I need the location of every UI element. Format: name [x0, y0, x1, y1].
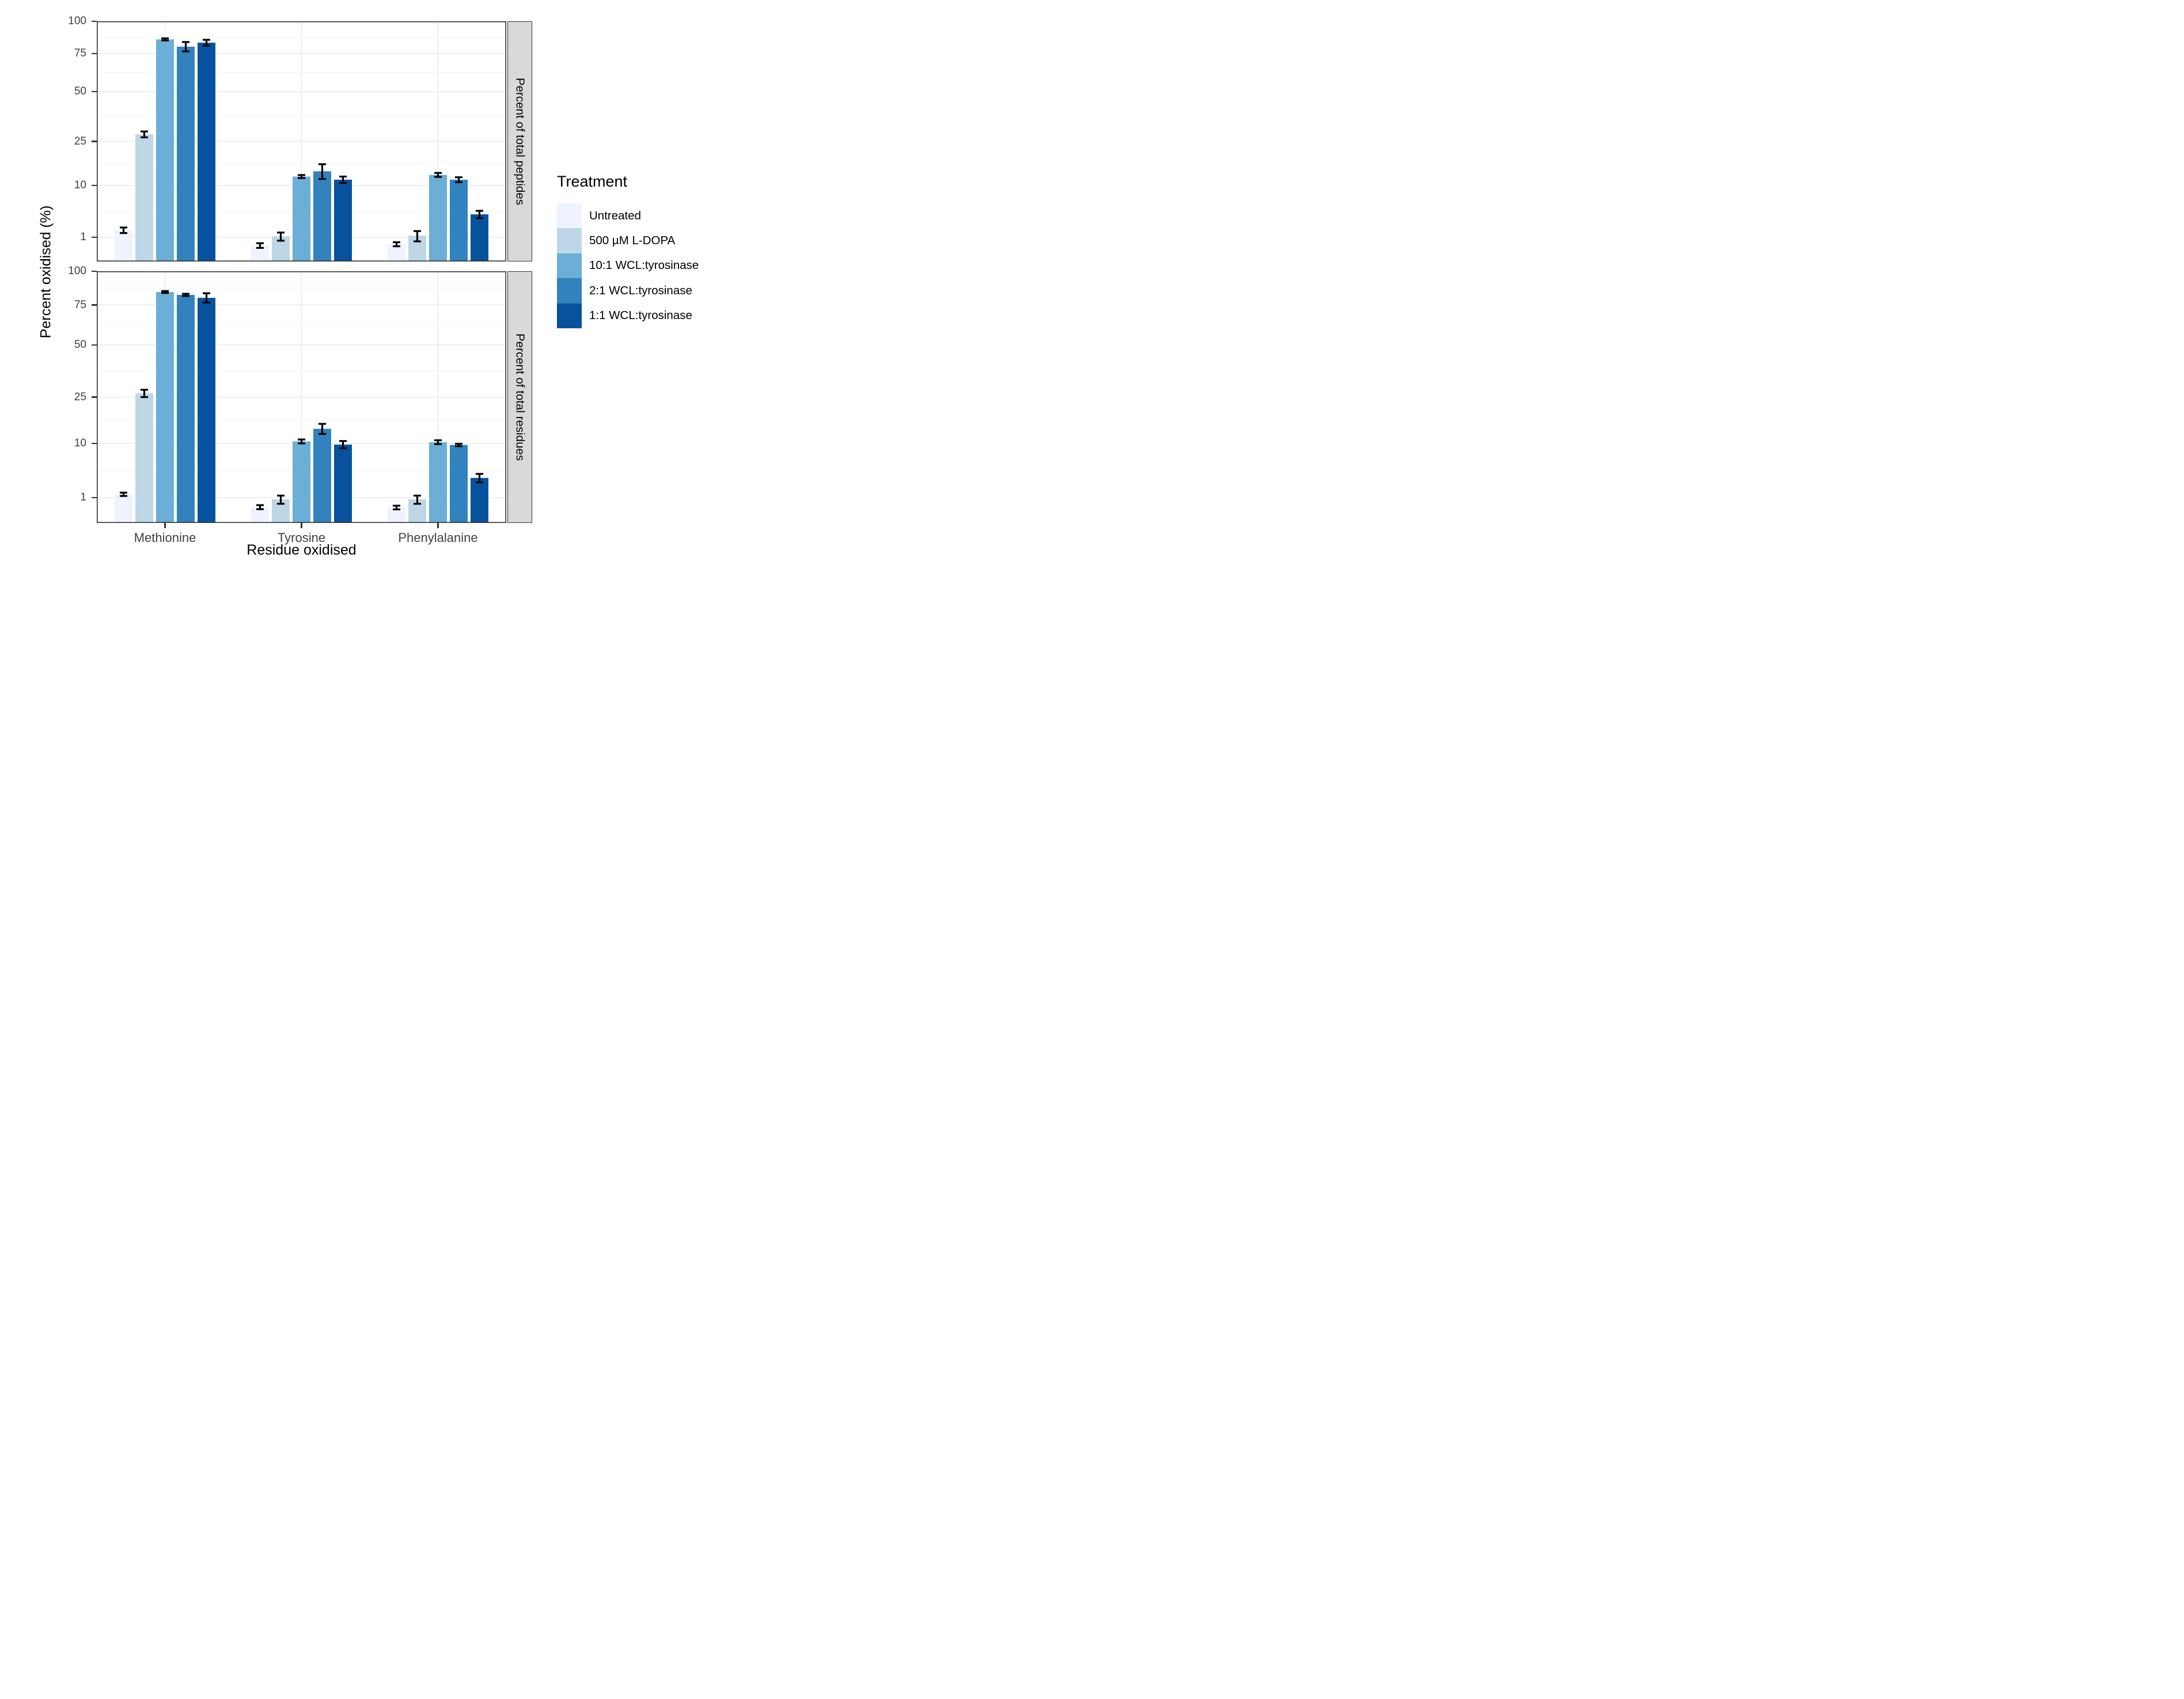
facet-strip-peptides: Percent of total peptides	[507, 21, 532, 261]
y-tick-label: 50	[74, 85, 86, 98]
y-tick-label: 10	[74, 437, 86, 449]
x-tick-mark	[301, 523, 302, 528]
bar	[293, 441, 310, 523]
bar	[177, 295, 195, 523]
bar	[135, 134, 153, 261]
x-tick-mark	[437, 523, 439, 528]
legend-swatch-2-1	[557, 278, 582, 304]
x-tick-label: Methionine	[134, 530, 196, 545]
x-axis-title: Residue oxidised	[247, 542, 357, 558]
x-tick-mark	[164, 523, 166, 528]
y-tick-label: 1	[80, 491, 86, 504]
panel-peptides	[97, 21, 506, 261]
bar	[156, 292, 174, 523]
y-tick-label: 100	[68, 265, 86, 277]
bar	[429, 442, 447, 523]
legend-item: Untreated	[557, 203, 699, 229]
bar	[334, 444, 352, 523]
y-tick-label: 75	[74, 47, 86, 59]
bar	[450, 179, 468, 261]
panel-border	[97, 21, 506, 261]
y-tick-mark	[92, 91, 97, 93]
legend-label: 10:1 WCL:tyrosinase	[589, 259, 699, 272]
y-tick-mark	[92, 52, 97, 54]
legend-swatch-ldopa	[557, 228, 582, 253]
facet-strip-residues: Percent of total residues	[507, 271, 532, 523]
bar	[450, 445, 468, 523]
y-tick-mark	[92, 141, 97, 142]
legend-item: 500 µM L-DOPA	[557, 228, 699, 253]
y-tick-mark	[92, 20, 97, 22]
panel-residues	[97, 271, 506, 523]
bar	[471, 214, 488, 261]
bar	[293, 176, 310, 261]
y-tick-mark	[92, 497, 97, 499]
x-tick-label: Tyrosine	[277, 530, 326, 545]
y-tick-mark	[92, 396, 97, 398]
y-tick-label: 75	[74, 298, 86, 311]
y-tick-mark	[92, 442, 97, 444]
bar	[313, 171, 331, 261]
bar	[135, 393, 153, 523]
legend-label: 500 µM L-DOPA	[589, 234, 676, 248]
y-tick-mark	[92, 185, 97, 187]
legend-swatch-1-1	[557, 303, 582, 328]
bar	[471, 477, 488, 523]
legend-swatch-untreated	[557, 203, 582, 229]
y-tick-mark	[92, 344, 97, 346]
bar	[115, 230, 132, 261]
legend-label: 2:1 WCL:tyrosinase	[589, 283, 692, 297]
legend: Treatment Untreated 500 µM L-DOPA 10:1 W…	[557, 173, 699, 328]
faceted-bar-chart: Percent oxidised (%) Residue oxidised Pe…	[0, 0, 728, 566]
legend-label: 1:1 WCL:tyrosinase	[589, 309, 692, 323]
legend-item: 1:1 WCL:tyrosinase	[557, 303, 699, 328]
facet-strip-label: Percent of total residues	[513, 333, 527, 461]
legend-swatch-10-1	[557, 253, 582, 279]
legend-label: Untreated	[589, 208, 642, 222]
bar	[177, 47, 195, 261]
bar	[115, 494, 132, 523]
legend-item: 10:1 WCL:tyrosinase	[557, 253, 699, 279]
facet-strip-label: Percent of total peptides	[513, 77, 527, 206]
y-tick-mark	[92, 270, 97, 272]
legend-title: Treatment	[557, 173, 628, 190]
bar	[313, 428, 331, 523]
bar	[156, 39, 174, 261]
y-tick-label: 1	[80, 231, 86, 244]
y-tick-mark	[92, 304, 97, 306]
y-tick-label: 25	[74, 135, 86, 147]
bar	[334, 179, 352, 261]
y-tick-mark	[92, 237, 97, 238]
y-tick-label: 10	[74, 179, 86, 192]
legend-item: 2:1 WCL:tyrosinase	[557, 278, 699, 304]
panel-border	[97, 271, 506, 523]
y-tick-label: 100	[68, 15, 86, 27]
bar	[429, 175, 447, 261]
bar	[198, 43, 215, 261]
x-tick-label: Phenylalanine	[398, 530, 478, 545]
bar	[198, 298, 215, 523]
y-tick-label: 50	[74, 338, 86, 351]
y-tick-label: 25	[74, 390, 86, 403]
